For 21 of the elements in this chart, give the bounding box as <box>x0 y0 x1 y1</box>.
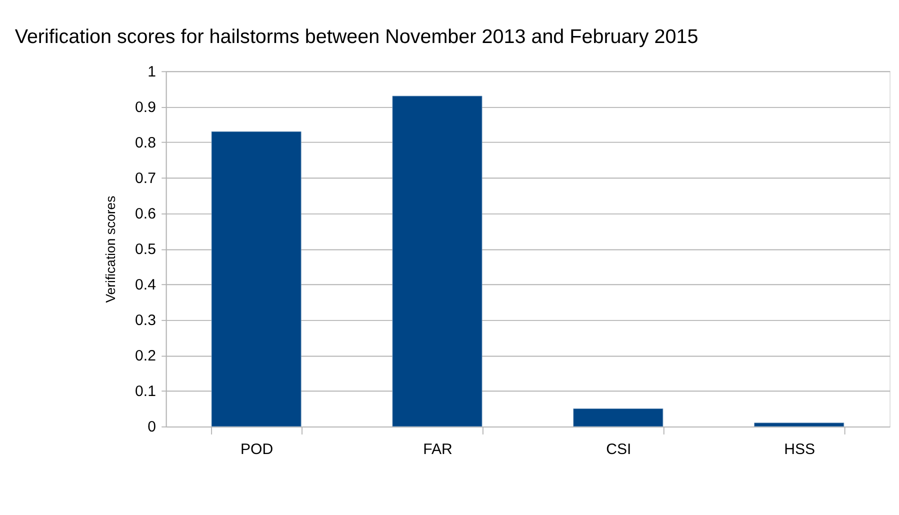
y-tick-label: 0 <box>148 418 156 436</box>
x-tick-label: HSS <box>784 441 816 458</box>
bar <box>754 422 844 427</box>
x-tick-label: CSI <box>606 441 632 458</box>
x-tick-label: POD <box>240 441 274 458</box>
y-tick-label: 0.6 <box>135 205 156 222</box>
y-tick-label: 0.3 <box>135 312 156 330</box>
y-tick-label: 0.7 <box>135 170 156 187</box>
x-tick-label: FAR <box>423 441 452 458</box>
y-tick-label: 1 <box>148 63 156 80</box>
y-axis-title: Verification scores <box>103 195 118 303</box>
bar <box>211 131 302 427</box>
bar <box>573 408 664 427</box>
y-tick-label: 0.1 <box>135 383 156 400</box>
y-tick-label: 0.9 <box>135 98 156 116</box>
y-tick-label: 0.8 <box>135 134 156 152</box>
y-tick-label: 0.5 <box>135 240 156 258</box>
y-tick-label: 0.4 <box>135 276 156 294</box>
bar <box>392 96 482 427</box>
y-tick-label: 0.2 <box>135 348 156 365</box>
chart-title: Verification scores for hailstorms between November 2013 and February 2015 <box>14 26 698 48</box>
